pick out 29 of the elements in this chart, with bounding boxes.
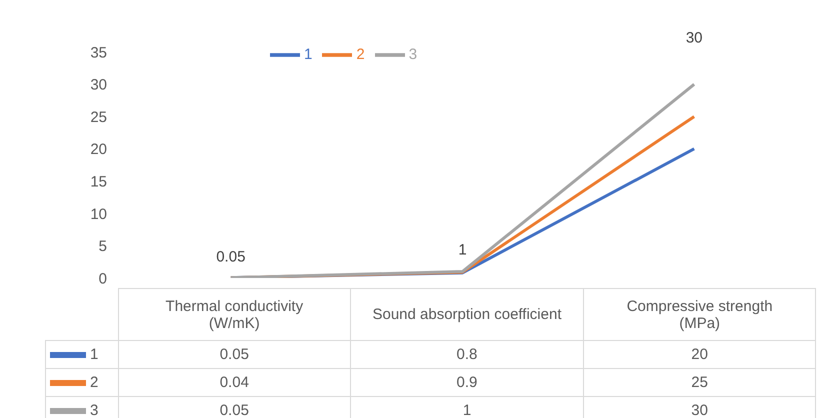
data-label: 25 [583, 368, 816, 396]
legend-label: 2 [356, 46, 365, 63]
text: 3 [90, 402, 98, 418]
data-label: 20 [583, 340, 816, 368]
data-label: 1 [350, 396, 584, 418]
data-label: 0.9 [350, 368, 584, 396]
annotation: 0.05 [216, 248, 246, 266]
y-tick-label: 5 [98, 238, 107, 256]
legend-label: 1 [304, 46, 312, 63]
data-label: 0.05 [118, 340, 351, 368]
data-label: 0.04 [118, 368, 351, 396]
y-tick-label: 0 [98, 270, 107, 288]
y-tick-label: 15 [90, 173, 107, 190]
annotation: 30 [686, 30, 703, 47]
x-tick-label: Sound absorption coefficient [372, 306, 562, 323]
data-label: 30 [583, 396, 816, 418]
text: 2 [90, 374, 98, 391]
text: 1 [90, 346, 98, 363]
x-tick-label: Compressive strength (MPa) [626, 298, 774, 332]
y-tick-label: 10 [90, 206, 107, 223]
x-tick-label: Thermal conductivity (W/mK) [164, 298, 304, 332]
y-tick-label: 30 [90, 76, 107, 94]
y-tick-label: 25 [90, 108, 107, 126]
annotation: 1 [458, 242, 467, 259]
y-tick-label: 35 [90, 44, 107, 62]
y-tick-label: 20 [90, 141, 107, 158]
legend-label: 3 [408, 46, 418, 63]
data-label: 0.8 [350, 340, 584, 368]
data-label: 0.05 [118, 396, 351, 418]
